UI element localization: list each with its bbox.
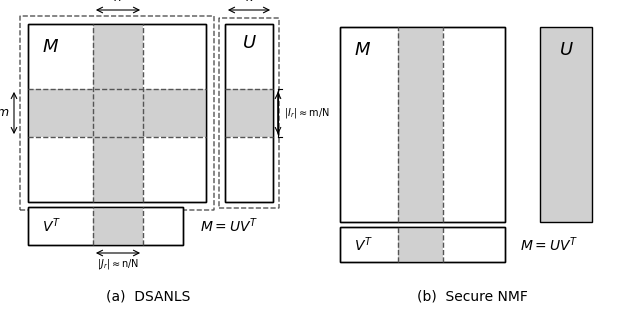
Bar bbox=[340, 27, 505, 222]
Bar bbox=[225, 89, 273, 137]
Text: $M$: $M$ bbox=[42, 38, 59, 56]
Text: n: n bbox=[114, 0, 122, 4]
Bar bbox=[28, 24, 206, 202]
Bar bbox=[398, 227, 443, 262]
Bar bbox=[340, 227, 505, 262]
Text: m: m bbox=[0, 107, 9, 119]
Text: $U$: $U$ bbox=[241, 34, 257, 52]
Text: $|I_r|{\approx}$m/N: $|I_r|{\approx}$m/N bbox=[284, 106, 330, 120]
Bar bbox=[93, 207, 143, 245]
Bar bbox=[93, 24, 143, 202]
Bar bbox=[28, 207, 183, 245]
Bar bbox=[340, 27, 505, 222]
Bar bbox=[28, 89, 206, 137]
Text: $|J_r|{\approx}$n/N: $|J_r|{\approx}$n/N bbox=[97, 257, 139, 271]
Bar bbox=[398, 27, 443, 222]
Text: $V^T$: $V^T$ bbox=[42, 217, 61, 235]
Text: k: k bbox=[245, 0, 253, 4]
Bar bbox=[225, 24, 273, 202]
Text: $V^T$: $V^T$ bbox=[354, 235, 373, 254]
Bar bbox=[340, 227, 505, 262]
Bar bbox=[225, 24, 273, 202]
Text: $M = UV^T$: $M = UV^T$ bbox=[200, 217, 258, 235]
Text: $M = UV^T$: $M = UV^T$ bbox=[520, 235, 578, 254]
Bar bbox=[28, 24, 206, 202]
Text: (a)  DSANLS: (a) DSANLS bbox=[106, 290, 190, 304]
Text: (b)  Secure NMF: (b) Secure NMF bbox=[417, 290, 527, 304]
Bar bbox=[540, 27, 592, 222]
Bar bbox=[28, 207, 183, 245]
Text: $M$: $M$ bbox=[354, 41, 371, 59]
Text: $U$: $U$ bbox=[559, 41, 573, 59]
